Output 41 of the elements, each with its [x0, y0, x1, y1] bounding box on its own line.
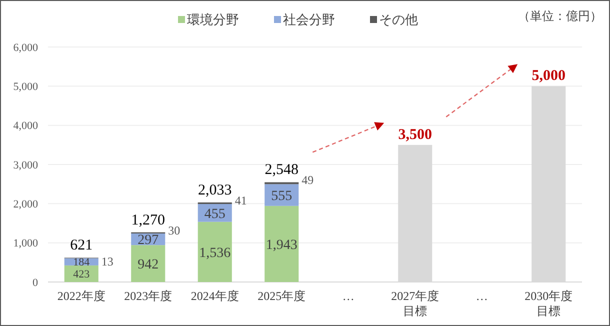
legend-label: その他	[379, 12, 418, 27]
legend-label: 社会分野	[283, 12, 335, 27]
data-label: 1,943	[266, 238, 298, 253]
x-tick-label: 2025年度	[258, 289, 306, 303]
x-tick-label: 2027年度目標	[391, 289, 440, 318]
data-label: 5,000	[532, 68, 566, 84]
data-label: 1,536	[199, 246, 231, 261]
data-label: 41	[234, 193, 247, 208]
data-label: 13	[101, 254, 114, 269]
y-tick-label: 4,000	[13, 120, 38, 132]
x-tick-label: 2030年度目標	[524, 289, 573, 318]
x-tick-label: 2022年度	[57, 289, 106, 303]
y-tick-label: 0	[32, 276, 38, 289]
bar	[131, 245, 166, 282]
data-label: 942	[138, 257, 159, 272]
total-label: 2,033	[198, 182, 232, 198]
x-tick-label: 2024年度	[190, 289, 239, 303]
bar	[198, 222, 232, 282]
data-label: 455	[204, 206, 226, 222]
legend-label: 環境分野	[187, 12, 239, 27]
data-label: 30	[168, 223, 180, 238]
y-tick-label: 1,000	[13, 238, 38, 250]
bar	[264, 184, 299, 206]
data-label: 555	[271, 188, 292, 204]
y-tick-label: 5,000	[13, 81, 38, 94]
data-label: 184	[73, 256, 90, 269]
data-label: 297	[138, 233, 159, 248]
data-label: 3,500	[398, 126, 432, 143]
total-label: 1,270	[131, 212, 165, 228]
total-label: 621	[70, 238, 93, 254]
bar	[264, 206, 299, 282]
data-label: 423	[73, 268, 90, 281]
total-label: 2,548	[264, 162, 298, 178]
data-label: 49	[302, 173, 314, 188]
x-tick-label: 2023年度	[124, 289, 172, 303]
y-tick-label: 6,000	[13, 42, 38, 54]
y-tick-label: 2,000	[13, 198, 38, 211]
x-tick-label: …	[342, 289, 354, 303]
y-tick-label: 3,000	[13, 159, 38, 172]
x-tick-label: …	[476, 289, 488, 303]
text: （単位：億円）	[518, 9, 602, 23]
